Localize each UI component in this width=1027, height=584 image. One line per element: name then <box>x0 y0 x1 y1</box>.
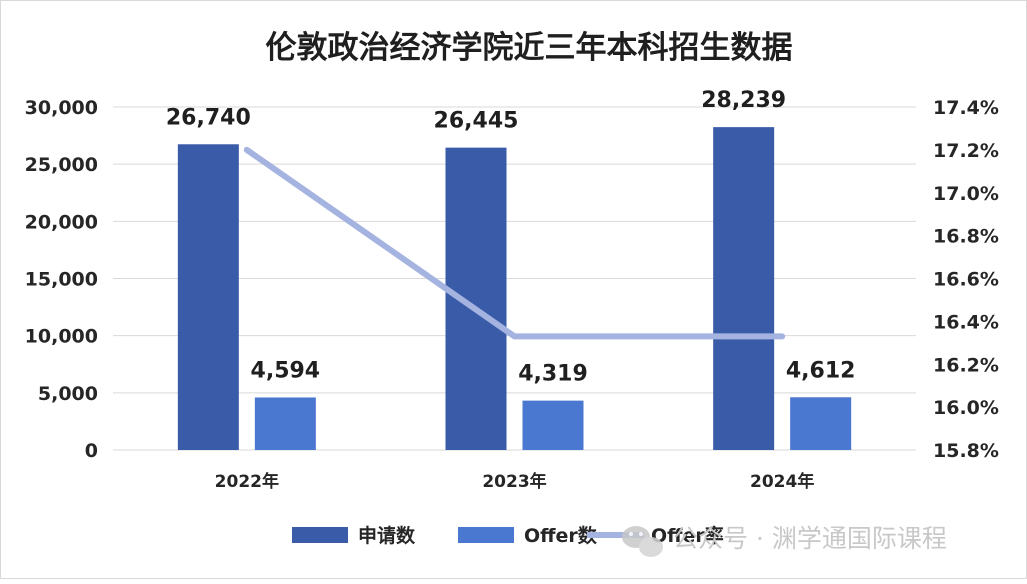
data-label: 4,594 <box>251 358 321 383</box>
legend-label-offer-rate: Offer率 <box>651 524 724 547</box>
line-point <box>512 333 517 339</box>
right-axis: 15.8% 16.0% 16.2% 16.4% 16.6% 16.8% 17.0% 17.2%… <box>933 97 999 462</box>
watermark-text: 公众号 · 渊学通国际课程 <box>673 524 947 553</box>
x-tick-label: 2024年 <box>750 471 814 492</box>
left-axis: 0 5,000 10,000 15,000 20,000 25,000 30,000 <box>25 97 98 462</box>
data-label: 28,239 <box>701 88 786 113</box>
data-labels: 26,740 4,594 26,445 4,319 28,239 4,612 <box>166 88 856 386</box>
right-tick-label: 16.4% <box>933 311 999 333</box>
data-label: 4,612 <box>786 358 856 383</box>
bar <box>713 127 775 451</box>
bar <box>790 397 852 450</box>
line-series <box>243 146 786 340</box>
left-tick-label: 25,000 <box>25 154 98 176</box>
left-tick-label: 30,000 <box>25 97 98 119</box>
line-point <box>779 333 785 339</box>
bar <box>445 147 507 450</box>
x-tick-label: 2022年 <box>215 471 279 492</box>
data-label: 26,445 <box>434 109 519 134</box>
x-axis: 2022年 2023年 2024年 <box>215 471 815 492</box>
right-tick-label: 17.0% <box>933 183 999 205</box>
bar <box>177 144 239 451</box>
right-tick-label: 16.2% <box>933 354 999 376</box>
legend-swatch-offers <box>458 527 514 543</box>
bar <box>254 397 316 450</box>
bar <box>522 400 584 450</box>
right-tick-label: 16.6% <box>933 269 999 291</box>
x-tick-label: 2023年 <box>482 471 546 492</box>
right-tick-label: 15.8% <box>933 440 999 462</box>
right-tick-label: 16.0% <box>933 397 999 419</box>
legend-label-applications: 申请数 <box>358 524 416 547</box>
left-tick-label: 5,000 <box>38 383 98 405</box>
wechat-icon <box>622 526 663 557</box>
chart-title: 伦敦政治经济学院近三年本科招生数据 <box>266 30 793 66</box>
legend-label-offers: Offer数 <box>524 524 598 547</box>
legend-swatch-applications <box>292 527 348 543</box>
offer-rate-line <box>243 146 786 340</box>
right-tick-label: 17.4% <box>933 97 999 119</box>
line-point <box>244 147 250 153</box>
left-tick-label: 15,000 <box>25 269 98 291</box>
left-tick-label: 10,000 <box>25 326 98 348</box>
left-tick-label: 0 <box>85 440 98 462</box>
right-tick-label: 17.2% <box>933 140 999 162</box>
data-label: 4,319 <box>518 362 588 387</box>
left-tick-label: 20,000 <box>25 211 98 233</box>
right-tick-label: 16.8% <box>933 226 999 248</box>
watermark: 公众号 · 渊学通国际课程 <box>622 524 947 557</box>
data-label: 26,740 <box>166 105 251 130</box>
